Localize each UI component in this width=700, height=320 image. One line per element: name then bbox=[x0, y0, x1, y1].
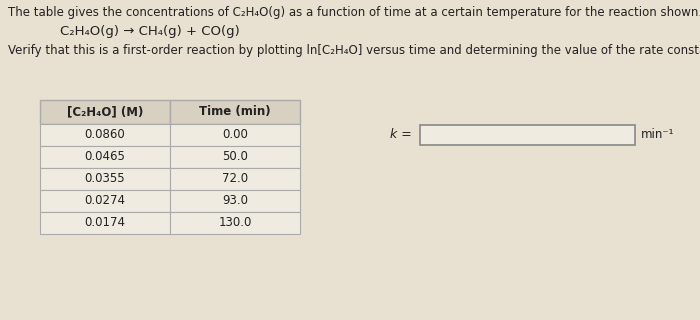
Bar bbox=[170, 168, 300, 190]
Text: [C₂H₄O] (M): [C₂H₄O] (M) bbox=[66, 106, 144, 118]
Text: k =: k = bbox=[390, 129, 412, 141]
Bar bbox=[170, 146, 300, 168]
Bar bbox=[40, 146, 170, 168]
Text: 0.0355: 0.0355 bbox=[85, 172, 125, 186]
Text: 0.0860: 0.0860 bbox=[85, 129, 125, 141]
Bar bbox=[40, 190, 170, 212]
Text: Time (min): Time (min) bbox=[199, 106, 271, 118]
Bar bbox=[40, 168, 170, 190]
Bar bbox=[40, 100, 170, 124]
Text: 0.0274: 0.0274 bbox=[85, 195, 125, 207]
Text: 0.0174: 0.0174 bbox=[85, 217, 125, 229]
Bar bbox=[170, 100, 300, 124]
Bar bbox=[420, 125, 635, 145]
Text: The table gives the concentrations of C₂H₄O(g) as a function of time at a certai: The table gives the concentrations of C₂… bbox=[8, 6, 700, 19]
Bar bbox=[170, 190, 300, 212]
Text: 0.0465: 0.0465 bbox=[85, 150, 125, 164]
Text: 130.0: 130.0 bbox=[218, 217, 252, 229]
Bar bbox=[170, 212, 300, 234]
Bar bbox=[40, 212, 170, 234]
Text: C₂H₄O(g) → CH₄(g) + CO(g): C₂H₄O(g) → CH₄(g) + CO(g) bbox=[60, 25, 239, 38]
Text: Verify that this is a first-order reaction by plotting ln[C₂H₄O] versus time and: Verify that this is a first-order reacti… bbox=[8, 44, 700, 57]
Text: 50.0: 50.0 bbox=[222, 150, 248, 164]
Text: 93.0: 93.0 bbox=[222, 195, 248, 207]
Text: 72.0: 72.0 bbox=[222, 172, 248, 186]
Text: min⁻¹: min⁻¹ bbox=[641, 129, 675, 141]
Text: 0.00: 0.00 bbox=[222, 129, 248, 141]
Bar bbox=[170, 124, 300, 146]
Bar bbox=[40, 124, 170, 146]
